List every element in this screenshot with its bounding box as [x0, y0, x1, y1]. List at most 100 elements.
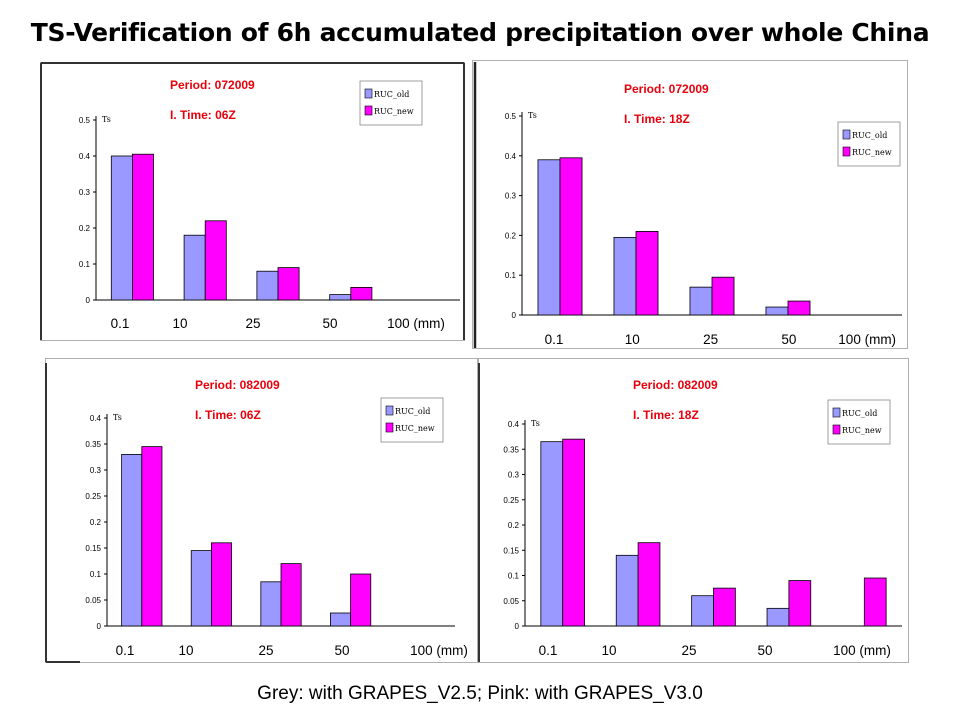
- x-tick-label: 50: [322, 316, 337, 331]
- bar-ruc-old: [540, 441, 564, 627]
- legend-label: RUC_old: [842, 409, 877, 418]
- bar-ruc-old: [765, 306, 789, 316]
- y-tick-label: 0.35: [85, 440, 101, 449]
- y-axis-label: Ts: [102, 115, 111, 124]
- x-tick-label: 0.1: [545, 332, 564, 347]
- y-tick-label: 0: [515, 622, 520, 631]
- x-tick-label: 0.1: [116, 643, 135, 658]
- bar-ruc-new: [141, 446, 163, 627]
- x-tick-label: 25: [681, 643, 696, 658]
- chart-panel-1: 0 0.1 0.2 0.3 0.4 0.5 Ts 0.1 10 25 50 100 (mm) RUC_o…: [40, 62, 465, 342]
- bar-ruc-new: [637, 542, 661, 627]
- bar-ruc-new: [635, 231, 659, 316]
- y-tick-label: 0.2: [505, 231, 517, 240]
- chart-legend: RUC_old RUC_new: [359, 80, 423, 126]
- y-tick-label: 0.15: [503, 546, 519, 555]
- bar-ruc-new: [787, 300, 811, 316]
- legend-box: [380, 397, 444, 443]
- bar-ruc-new: [350, 573, 372, 627]
- y-tick-label: 0.3: [90, 466, 102, 475]
- bar-ruc-old: [689, 286, 713, 316]
- chart-svg: 0 0.05 0.1 0.15 0.2 0.25 0.3 0.35 0.4 Ts 0.1 10 25 50…: [45, 358, 478, 663]
- legend-label: RUC_old: [852, 131, 887, 140]
- x-tick-label: 10: [625, 332, 640, 347]
- color-caption: Grey: with GRAPES_V2.5; Pink: with GRAPE…: [257, 683, 703, 704]
- legend-swatch: [842, 129, 851, 140]
- bar-ruc-old: [766, 607, 790, 627]
- x-tick-label: 10: [178, 643, 193, 658]
- y-tick-label: 0: [86, 296, 91, 305]
- x-tick-label: 0.1: [111, 316, 130, 331]
- legend-box: [827, 399, 891, 445]
- legend-swatch: [385, 422, 394, 433]
- y-tick-label: 0.25: [85, 492, 101, 501]
- y-tick-label: 0.1: [90, 570, 102, 579]
- x-tick-label: 100 (mm): [833, 643, 891, 658]
- legend-box: [837, 121, 901, 167]
- legend-swatch: [385, 405, 394, 416]
- period-label: Period: 082009: [633, 378, 718, 392]
- bar-ruc-old: [110, 155, 133, 301]
- init-time-label: I. Time: 06Z: [170, 108, 236, 122]
- legend-label: RUC_new: [374, 107, 414, 116]
- y-tick-label: 0.1: [505, 271, 517, 280]
- legend-label: RUC_new: [395, 424, 435, 433]
- y-tick-label: 0.4: [79, 152, 91, 161]
- bar-ruc-old: [615, 554, 639, 627]
- y-axis-label: Ts: [113, 413, 122, 422]
- y-tick-label: 0.3: [79, 188, 91, 197]
- y-tick-label: 0.5: [505, 112, 517, 121]
- y-tick-label: 0.3: [508, 471, 520, 480]
- chart-svg: 0 0.05 0.1 0.15 0.2 0.25 0.3 0.35 0.4 Ts 0.1 10 25 50…: [478, 358, 909, 663]
- legend-label: RUC_old: [395, 407, 430, 416]
- chart-legend: RUC_old RUC_new: [837, 121, 901, 167]
- y-tick-label: 0.1: [79, 260, 91, 269]
- chart-legend: RUC_old RUC_new: [380, 397, 444, 443]
- bar-ruc-old: [329, 294, 352, 301]
- bar-ruc-new: [204, 220, 227, 301]
- y-tick-label: 0.35: [503, 445, 519, 454]
- bar-ruc-new: [863, 577, 887, 627]
- bar-ruc-new: [713, 587, 736, 627]
- x-tick-label: 100 (mm): [387, 316, 445, 331]
- y-tick-label: 0.25: [503, 496, 519, 505]
- y-tick-label: 0.05: [85, 596, 101, 605]
- bar-ruc-old: [691, 595, 714, 627]
- x-tick-label: 0.1: [539, 643, 558, 658]
- bar-ruc-old: [190, 550, 212, 627]
- bar-ruc-old: [183, 234, 206, 301]
- bar-ruc-new: [350, 286, 373, 301]
- period-label: Period: 082009: [195, 378, 280, 392]
- legend-swatch: [364, 105, 373, 116]
- y-axis-label: Ts: [531, 419, 540, 428]
- x-tick-label: 50: [334, 643, 349, 658]
- y-tick-label: 0: [97, 622, 102, 631]
- legend-label: RUC_old: [374, 90, 409, 99]
- bar-ruc-old: [121, 454, 143, 627]
- chart-panel-2: 0 0.1 0.2 0.3 0.4 0.5 Ts 0.1 10 25 50 100 (mm) RUC_o…: [472, 60, 912, 350]
- y-tick-label: 0: [512, 311, 517, 320]
- chart-svg: 0 0.1 0.2 0.3 0.4 0.5 Ts 0.1 10 25 50 100 (mm) RUC_o…: [40, 62, 465, 341]
- legend-label: RUC_new: [842, 426, 882, 435]
- bar-ruc-old: [256, 270, 279, 301]
- y-tick-label: 0.15: [85, 544, 101, 553]
- legend-box: [359, 80, 423, 126]
- x-tick-label: 100 (mm): [410, 643, 468, 658]
- bar-ruc-new: [562, 438, 585, 627]
- init-time-label: I. Time: 18Z: [624, 112, 690, 126]
- bar-ruc-new: [559, 157, 583, 316]
- y-tick-label: 0.4: [505, 152, 517, 161]
- legend-swatch: [364, 88, 373, 99]
- bar-ruc-new: [711, 276, 735, 316]
- init-time-label: I. Time: 06Z: [195, 408, 261, 422]
- chart-svg: 0 0.1 0.2 0.3 0.4 0.5 Ts 0.1 10 25 50 100 (mm) RUC_o…: [472, 60, 908, 349]
- bar-ruc-old: [260, 581, 282, 627]
- y-axis-label: Ts: [528, 111, 537, 120]
- chart-panel-3: 0 0.05 0.1 0.15 0.2 0.25 0.3 0.35 0.4 Ts 0.1 10 25 50…: [45, 358, 485, 664]
- bar-ruc-new: [280, 563, 302, 627]
- legend-label: RUC_new: [852, 148, 892, 157]
- legend-swatch: [832, 424, 841, 435]
- x-tick-label: 50: [781, 332, 796, 347]
- bar-ruc-new: [132, 153, 154, 301]
- x-tick-label: 100 (mm): [838, 332, 896, 347]
